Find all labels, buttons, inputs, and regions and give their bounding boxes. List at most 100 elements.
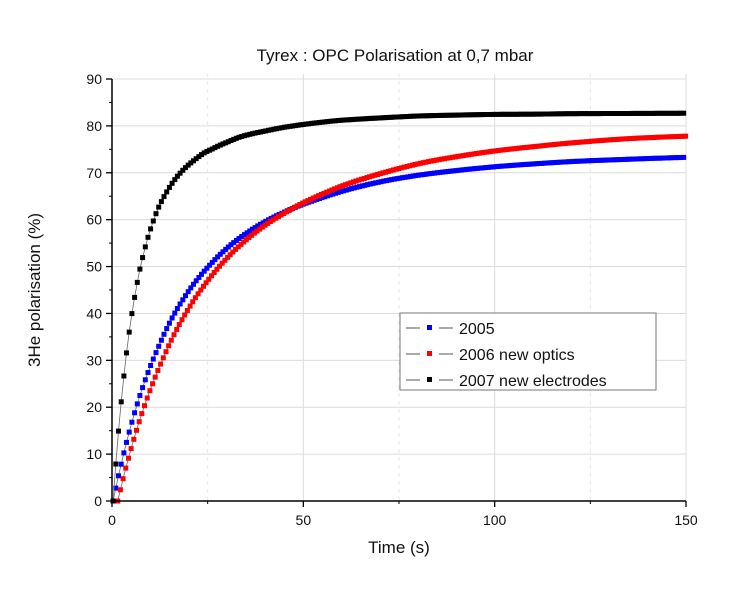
data-point <box>375 179 381 185</box>
data-point <box>236 134 242 140</box>
data-point <box>233 246 239 252</box>
data-point <box>377 171 383 177</box>
data-point <box>509 111 515 117</box>
data-point <box>156 204 162 210</box>
data-point <box>461 167 467 173</box>
data-point <box>174 327 180 332</box>
data-point <box>199 271 204 277</box>
data-point <box>536 111 542 117</box>
data-point <box>134 279 140 285</box>
legend-marker-2006 <box>427 351 432 356</box>
data-point <box>217 263 222 269</box>
data-point <box>678 155 684 160</box>
data-point <box>228 138 234 143</box>
data-point <box>535 143 541 149</box>
legend-entry-2005: 2005 <box>406 321 495 338</box>
data-point <box>254 228 260 234</box>
data-point <box>571 111 577 117</box>
data-point <box>340 183 346 189</box>
data-point <box>651 110 657 116</box>
y-tick-label: 60 <box>86 212 102 228</box>
data-point <box>177 170 183 176</box>
data-point <box>568 111 574 117</box>
data-point <box>389 177 395 183</box>
data-point <box>287 123 293 129</box>
data-point <box>223 246 229 252</box>
data-point <box>515 162 521 168</box>
data-point <box>357 116 363 122</box>
data-point <box>308 196 314 202</box>
data-point <box>560 111 566 117</box>
data-point <box>602 137 608 143</box>
data-point <box>139 411 145 417</box>
data-point <box>598 111 604 117</box>
data-point <box>525 144 531 150</box>
data-point <box>201 268 207 274</box>
data-point <box>483 112 488 117</box>
data-point <box>153 350 159 356</box>
data-point <box>458 167 464 173</box>
data-point <box>116 473 121 479</box>
x-tick-label: 100 <box>483 512 507 528</box>
data-point <box>327 118 333 124</box>
data-point <box>150 356 156 362</box>
data-point <box>630 156 636 162</box>
data-point <box>584 158 590 164</box>
axes: 0 10 20 30 40 50 60 70 80 90 0 50 100 150 <box>86 71 697 528</box>
data-point <box>228 242 234 248</box>
data-point <box>432 170 438 176</box>
data-point <box>482 149 488 155</box>
data-point <box>474 112 480 118</box>
data-point <box>342 182 348 188</box>
data-point <box>338 117 344 123</box>
data-point <box>284 209 289 215</box>
data-point <box>351 185 357 191</box>
data-point <box>246 235 252 240</box>
data-point <box>659 155 665 161</box>
data-point <box>324 193 330 199</box>
data-point <box>266 127 271 133</box>
data-point <box>472 166 478 172</box>
data-point <box>375 172 381 177</box>
data-point <box>681 154 687 160</box>
data-point <box>262 222 268 228</box>
data-point <box>546 142 552 148</box>
data-point <box>487 149 493 155</box>
data-point <box>383 178 389 184</box>
data-point <box>566 159 571 165</box>
data-point <box>124 350 129 356</box>
data-point <box>525 161 531 167</box>
data-point <box>654 155 660 161</box>
data-point <box>405 114 411 119</box>
data-point <box>158 337 164 343</box>
data-point <box>642 135 648 141</box>
data-point <box>625 156 630 162</box>
data-point <box>504 163 510 169</box>
data-point <box>619 111 625 116</box>
data-point <box>142 244 148 250</box>
data-point <box>148 363 154 368</box>
data-point <box>608 137 614 143</box>
data-point <box>595 111 601 117</box>
data-point <box>576 139 581 145</box>
data-point <box>493 111 499 117</box>
data-point <box>622 111 628 116</box>
data-point <box>448 112 454 118</box>
data-point <box>665 155 671 161</box>
data-point <box>193 156 199 162</box>
data-point <box>480 112 486 118</box>
data-point <box>428 158 434 164</box>
data-point <box>201 150 207 156</box>
data-point <box>586 139 592 144</box>
data-point <box>426 113 432 119</box>
data-point <box>196 275 202 280</box>
data-point <box>434 113 440 118</box>
data-point <box>664 134 670 140</box>
data-point <box>659 110 665 116</box>
data-point <box>142 403 147 409</box>
data-point <box>281 211 287 216</box>
data-point <box>408 113 413 119</box>
data-point <box>353 178 359 184</box>
y-tick-label: 70 <box>86 165 102 181</box>
data-point <box>474 165 480 171</box>
